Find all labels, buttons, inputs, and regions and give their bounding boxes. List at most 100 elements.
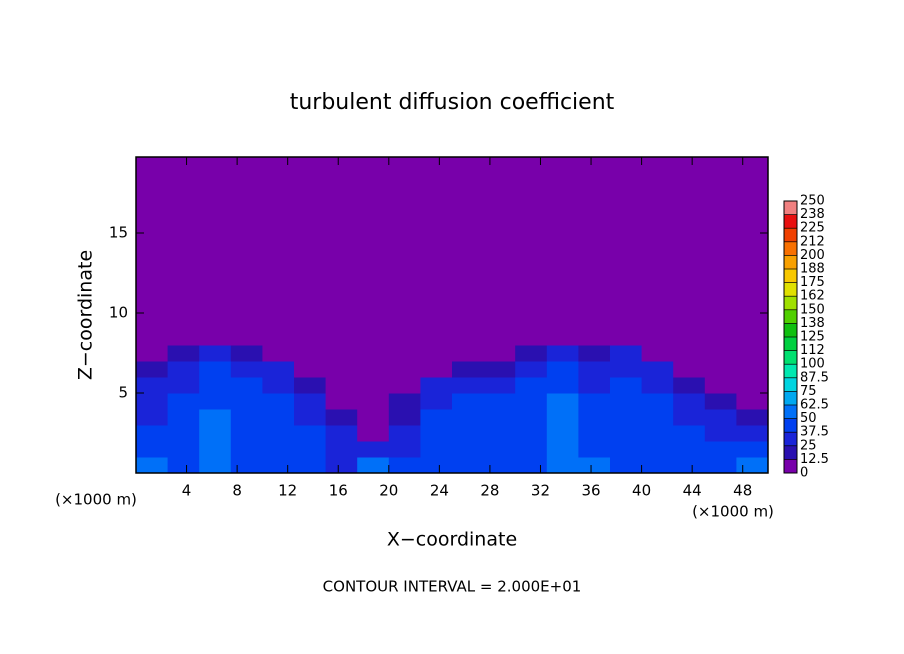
field-cell [294, 361, 327, 378]
field-cell [736, 441, 769, 458]
field-cell [610, 425, 643, 442]
field-cell [515, 361, 548, 378]
field-cell [483, 345, 516, 362]
field-cell [452, 425, 485, 442]
colorbar-swatch [784, 445, 797, 460]
field-cell [357, 425, 390, 442]
colorbar-swatch [784, 309, 797, 324]
colorbar-swatch [784, 214, 797, 229]
field-cell [230, 409, 263, 426]
field-cell [546, 377, 579, 394]
field-cell [483, 377, 516, 394]
colorbar-swatch [784, 350, 797, 365]
field-cell [704, 457, 737, 474]
field-cell [167, 457, 200, 474]
colorbar-swatch [784, 377, 797, 392]
field-cell [294, 345, 327, 362]
field-cell [325, 425, 358, 442]
field-cell [136, 345, 169, 362]
field-cell [199, 409, 232, 426]
field-cell [736, 425, 769, 442]
field-cell [199, 361, 232, 378]
field-cell [610, 345, 643, 362]
colorbar-label: 0 [800, 466, 808, 481]
x-tick-label: 48 [733, 482, 752, 500]
field-cell [388, 409, 421, 426]
field-cell [736, 329, 769, 346]
field-cell [357, 361, 390, 378]
field-cell [420, 393, 453, 410]
x-axis-label: X−coordinate [387, 529, 517, 551]
field-cell [673, 393, 706, 410]
field-cell [641, 329, 674, 346]
colorbar-label: 75 [800, 384, 817, 399]
field-cell [641, 393, 674, 410]
field-cell [294, 393, 327, 410]
field-cell [357, 409, 390, 426]
field-cell [230, 457, 263, 474]
field-cell [704, 345, 737, 362]
x-tick-label: 16 [329, 482, 348, 500]
field-cell [388, 329, 421, 346]
field-cell [673, 329, 706, 346]
colorbar-label: 200 [800, 248, 825, 263]
field-cell [515, 393, 548, 410]
x-tick-label: 44 [683, 482, 702, 500]
field-cell [578, 457, 611, 474]
field-cell [673, 361, 706, 378]
y-unit: (×1000 m) [55, 491, 137, 509]
colorbar-label: 250 [800, 194, 825, 209]
field-cell [515, 329, 548, 346]
field-cell [546, 393, 579, 410]
colorbar-swatch [784, 364, 797, 378]
x-tick-label: 32 [531, 482, 550, 500]
field-cell [136, 409, 169, 426]
y-tick-label: 15 [109, 224, 128, 242]
field-cell [515, 345, 548, 362]
colorbar-label: 100 [800, 357, 825, 372]
field-cell [704, 425, 737, 442]
field-cell [610, 457, 643, 474]
field-cell [483, 457, 516, 474]
colorbar-label: 50 [800, 411, 817, 426]
field-cell [452, 329, 485, 346]
field-cell [610, 377, 643, 394]
field-cell [230, 329, 263, 346]
field-cell [546, 457, 579, 474]
field-cell [641, 345, 674, 362]
field-cell [452, 441, 485, 458]
colorbar-label: 225 [800, 221, 825, 236]
field-cell [262, 393, 295, 410]
colorbar-label: 62.5 [800, 398, 829, 413]
field-cell [736, 393, 769, 410]
field-cell [167, 377, 200, 394]
field-cell [230, 377, 263, 394]
field-cell [136, 425, 169, 442]
colorbar-label: 12.5 [800, 452, 829, 467]
field-cell [294, 377, 327, 394]
field-cell [294, 457, 327, 474]
footer-note: CONTOUR INTERVAL = 2.000E+01 [323, 578, 582, 596]
colorbar-swatch [784, 241, 797, 256]
field-cell [420, 361, 453, 378]
field-cell [136, 361, 169, 378]
field-cell [673, 441, 706, 458]
field-cell [452, 345, 485, 362]
field-cell [452, 457, 485, 474]
field-cell [736, 361, 769, 378]
x-tick-label: 36 [581, 482, 600, 500]
colorbar-swatch [784, 255, 797, 269]
field-cell [167, 441, 200, 458]
field-cell [199, 425, 232, 442]
field-cell [199, 377, 232, 394]
field-cell [294, 441, 327, 458]
x-unit: (×1000 m) [692, 503, 774, 521]
colorbar-label: 175 [800, 275, 825, 290]
field-cell [736, 409, 769, 426]
field-cell [546, 329, 579, 346]
colorbar-swatch [784, 459, 797, 473]
field-cell [136, 377, 169, 394]
field-cell [578, 441, 611, 458]
